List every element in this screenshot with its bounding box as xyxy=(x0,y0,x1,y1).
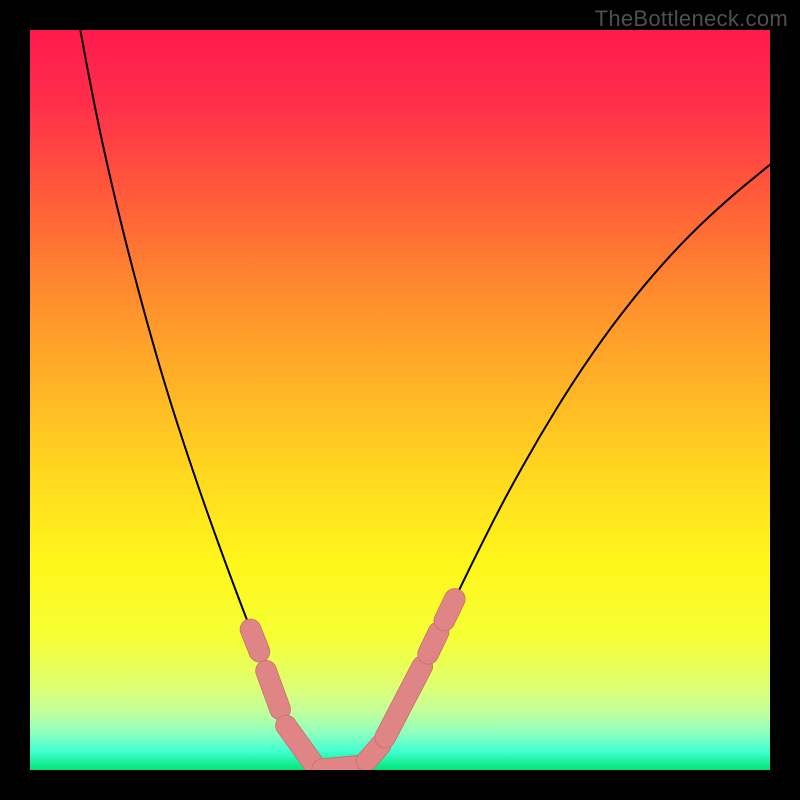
data-markers xyxy=(30,30,770,770)
chart-plot-area xyxy=(30,30,770,770)
watermark-text: TheBottleneck.com xyxy=(595,6,788,32)
